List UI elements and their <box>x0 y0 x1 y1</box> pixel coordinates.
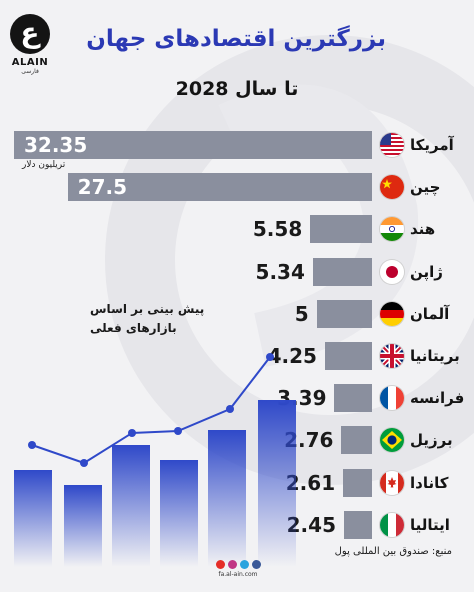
country-label: آلمان <box>410 304 450 323</box>
value-label: 5.58 <box>252 217 303 242</box>
country-row: 4.25 بریتانیا <box>0 339 474 373</box>
trend-point <box>28 441 36 449</box>
trend-bar <box>64 485 102 567</box>
value-label: 5 <box>294 301 309 326</box>
page-subtitle: تا سال 2028 <box>175 78 299 100</box>
country-row: 3.39 فرانسه <box>0 381 474 415</box>
value-label: 27.5 <box>77 175 128 200</box>
trend-point <box>174 427 182 435</box>
value-bar <box>316 299 372 328</box>
logo-subtitle: فارسی <box>21 68 39 75</box>
value-label: 5.34 <box>255 259 305 284</box>
trend-bar <box>112 445 150 567</box>
flag-china-icon <box>380 175 404 200</box>
page-title: بزرگترین اقتصادهای جهان <box>86 26 386 52</box>
country-label: ژاپن <box>410 262 443 281</box>
value-bar <box>344 510 372 539</box>
country-row: 5.58 هند <box>0 212 474 246</box>
logo-mark: ع <box>10 14 50 54</box>
unit-label: تریلیون دلار <box>22 160 66 170</box>
country-label: کانادا <box>410 473 449 492</box>
country-label: برزیل <box>410 431 453 450</box>
flag-france-icon <box>380 386 404 411</box>
country-label: هند <box>410 220 436 239</box>
country-row: 5 آلمان <box>0 297 474 331</box>
trend-illustration <box>14 353 296 567</box>
flag-india-icon <box>380 217 404 242</box>
value-label: 4.25 <box>267 344 317 368</box>
country-label: چین <box>410 178 441 197</box>
trend-point <box>80 459 88 467</box>
country-label: بریتانیا <box>410 347 460 365</box>
country-row: 5.34 ژاپن <box>0 255 474 289</box>
facebook-icon[interactable] <box>251 560 261 569</box>
logo-name: ALAIN <box>11 57 49 68</box>
telegram-icon[interactable] <box>239 560 249 569</box>
forecast-note: پیش بینی بر اساس بازارهای فعلی <box>90 302 205 335</box>
value-bar <box>324 342 372 370</box>
flag-usa-icon <box>380 133 404 157</box>
source-note: منبع: صندوق بین المللی پول <box>334 546 452 557</box>
value-bar <box>312 257 372 286</box>
trend-line <box>31 356 271 465</box>
value-bar <box>14 131 372 159</box>
value-bar <box>343 468 372 497</box>
country-row: 27.5 چین <box>0 170 474 204</box>
value-bar <box>341 426 372 455</box>
flag-germany-icon <box>380 301 404 326</box>
instagram-icon[interactable] <box>227 560 237 569</box>
social-links: fa.al-ain.com <box>208 560 268 578</box>
value-bar <box>67 173 372 202</box>
trend-bar <box>160 460 198 567</box>
trend-point <box>266 353 274 361</box>
trend-bar <box>14 470 52 567</box>
flag-brazil-icon <box>380 428 404 453</box>
trend-bar <box>258 400 296 567</box>
value-label: 32.35 <box>24 133 88 157</box>
trend-point <box>128 429 136 437</box>
value-bar <box>310 215 372 244</box>
trend-point <box>226 405 234 413</box>
flag-italy-icon <box>380 512 404 537</box>
flag-canada-icon <box>380 470 404 495</box>
country-label: فرانسه <box>410 389 465 408</box>
country-row: 32.35 آمریکا <box>0 128 474 162</box>
site-url[interactable]: fa.al-ain.com <box>218 571 258 578</box>
youtube-icon[interactable] <box>215 560 225 569</box>
flag-japan-icon <box>380 259 404 284</box>
value-bar <box>334 384 372 413</box>
flag-uk-icon <box>380 344 404 368</box>
trend-bar <box>208 430 246 567</box>
alain-logo[interactable]: ع ALAIN فارسی <box>6 14 54 75</box>
country-label: آمریکا <box>410 136 454 154</box>
country-label: ایتالیا <box>410 515 450 534</box>
